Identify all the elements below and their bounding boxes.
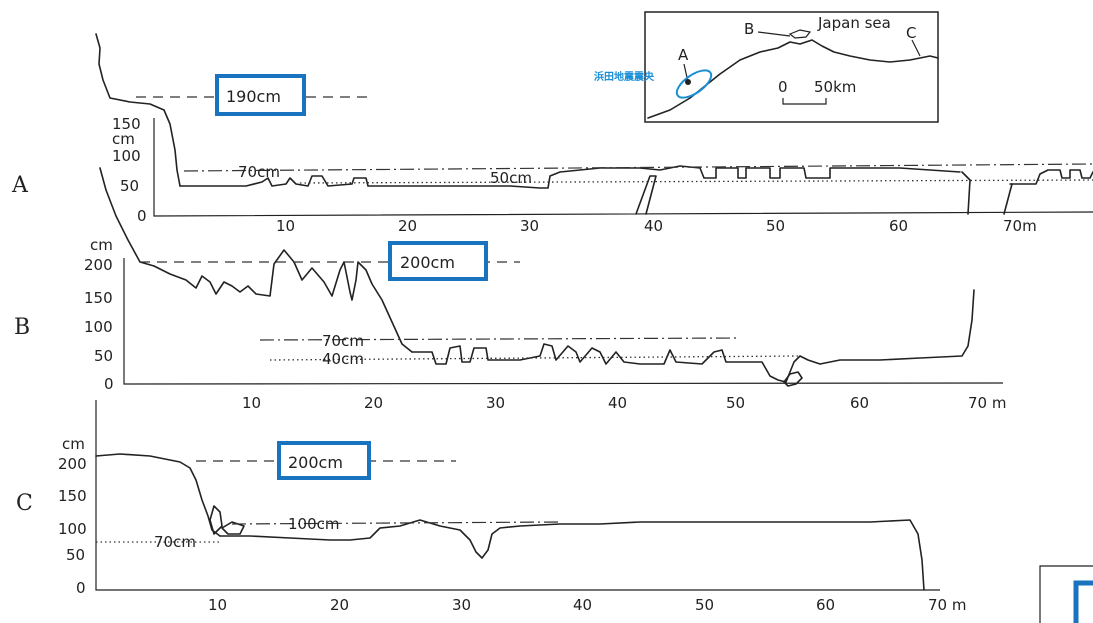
map-frame [644, 11, 939, 123]
y-tick-b-50: 50 [94, 347, 113, 365]
dotted-line-a [299, 179, 1093, 184]
map-label-c: C [906, 24, 916, 42]
y-tick-a-150: 150 [112, 115, 141, 133]
map-scale-bar [782, 98, 827, 105]
map-scale-zero: 0 [778, 78, 788, 96]
x-tick-a-50: 50 [766, 217, 785, 235]
map-label-b: B [744, 20, 754, 38]
profile-b: B cm 200 150 100 50 0 10 20 30 40 50 60 … [14, 167, 1006, 412]
highlight-box-c [277, 441, 371, 480]
cliff-c [95, 453, 221, 537]
x-tick-c-10: 10 [208, 596, 227, 614]
profile-c: C cm 200 150 100 50 0 10 20 30 40 50 60 … [16, 400, 966, 614]
row-label-b: B [14, 315, 30, 340]
y-tick-c-50: 50 [66, 546, 85, 564]
x-tick-c-20: 20 [330, 596, 349, 614]
annot-c-dotted: 70cm [154, 533, 196, 551]
profile-a: A cm 150 100 50 0 10 20 30 40 50 60 70m … [11, 33, 1093, 235]
map-scale-label: 50km [814, 78, 856, 96]
x-tick-a-10: 10 [276, 217, 295, 235]
epicenter-dot [685, 79, 691, 85]
y-tick-b-100: 100 [84, 318, 113, 336]
y-tick-b-200: 200 [84, 256, 113, 274]
x-tick-c-40: 40 [573, 596, 592, 614]
annot-b-dash: 200cm [400, 253, 455, 272]
x-tick-c-30: 30 [452, 596, 471, 614]
x-tick-a-60: 60 [889, 217, 908, 235]
wave-profile-c [219, 519, 925, 591]
row-label-a: A [11, 173, 29, 198]
dotted-line-b [269, 355, 801, 361]
axis-b [123, 258, 1004, 385]
x-tick-c-60: 60 [816, 596, 835, 614]
rock-c [209, 505, 223, 535]
annot-c-dash: 200cm [288, 453, 343, 472]
y-unit-a: cm [112, 130, 135, 148]
x-tick-b-60: 60 [850, 394, 869, 412]
annot-a-dash: 190cm [226, 87, 281, 106]
y-tick-a-0: 0 [137, 207, 147, 225]
annot-b-dashdot: 70cm [322, 332, 364, 350]
x-tick-a-40: 40 [644, 217, 663, 235]
highlight-box-b [388, 241, 488, 281]
annot-a-dotted: 50cm [490, 169, 532, 187]
map-sea-label: Japan sea [817, 14, 891, 32]
epicenter-label: 浜田地震震央 [594, 70, 655, 83]
axis-c [95, 400, 940, 591]
wave-profile-b [411, 289, 975, 383]
y-tick-a-100: 100 [112, 147, 141, 165]
axis-a [153, 118, 1093, 217]
row-label-c: C [16, 491, 33, 516]
rock-b [783, 371, 803, 387]
dashdot-line-c [231, 521, 561, 525]
x-tick-a-30: 30 [520, 217, 539, 235]
wave-profile-a [179, 165, 961, 189]
y-tick-b-0: 0 [104, 375, 114, 393]
dashdot-line-a [183, 163, 1093, 172]
x-tick-b-30: 30 [486, 394, 505, 412]
annot-a-dashdot: 70cm [238, 163, 280, 181]
channel-a-3 [1003, 183, 1013, 215]
x-tick-b-40: 40 [608, 394, 627, 412]
map-pointer-a [683, 63, 689, 83]
x-tick-a-70: 70m [1003, 217, 1037, 235]
channel-a-1 [635, 175, 657, 215]
map-island [788, 29, 812, 39]
highlight-box-a [215, 74, 306, 116]
dashdot-line-b [259, 337, 741, 341]
x-tick-c-70: 70 m [928, 596, 966, 614]
epicenter-ring [675, 69, 713, 99]
cliff-b [99, 167, 413, 353]
y-tick-c-200: 200 [58, 455, 87, 473]
x-tick-a-20: 20 [398, 217, 417, 235]
cliff-a [95, 33, 181, 187]
rock-c-2 [221, 521, 245, 535]
y-unit-c: cm [62, 435, 85, 453]
y-unit-b: cm [90, 236, 113, 254]
x-tick-b-20: 20 [364, 394, 383, 412]
x-tick-b-50: 50 [726, 394, 745, 412]
location-map: A B C Japan sea 浜田地震震央 0 50km [594, 11, 939, 123]
y-tick-c-150: 150 [58, 487, 87, 505]
y-tick-c-0: 0 [76, 579, 86, 597]
map-pointer-b [757, 31, 791, 37]
annot-c-dashdot: 100cm [288, 515, 340, 533]
x-tick-b-10: 10 [242, 394, 261, 412]
wave-profile-a-right [1009, 169, 1093, 185]
x-tick-c-50: 50 [695, 596, 714, 614]
x-tick-b-70: 70 m [968, 394, 1006, 412]
y-tick-c-100: 100 [58, 520, 87, 538]
channel-a-2 [961, 171, 971, 215]
y-tick-b-150: 150 [84, 289, 113, 307]
y-tick-a-50: 50 [120, 177, 139, 195]
annot-b-dotted: 40cm [322, 350, 364, 368]
corner-frame [1039, 565, 1093, 623]
map-pointer-c [911, 39, 921, 57]
map-label-a: A [678, 46, 689, 64]
